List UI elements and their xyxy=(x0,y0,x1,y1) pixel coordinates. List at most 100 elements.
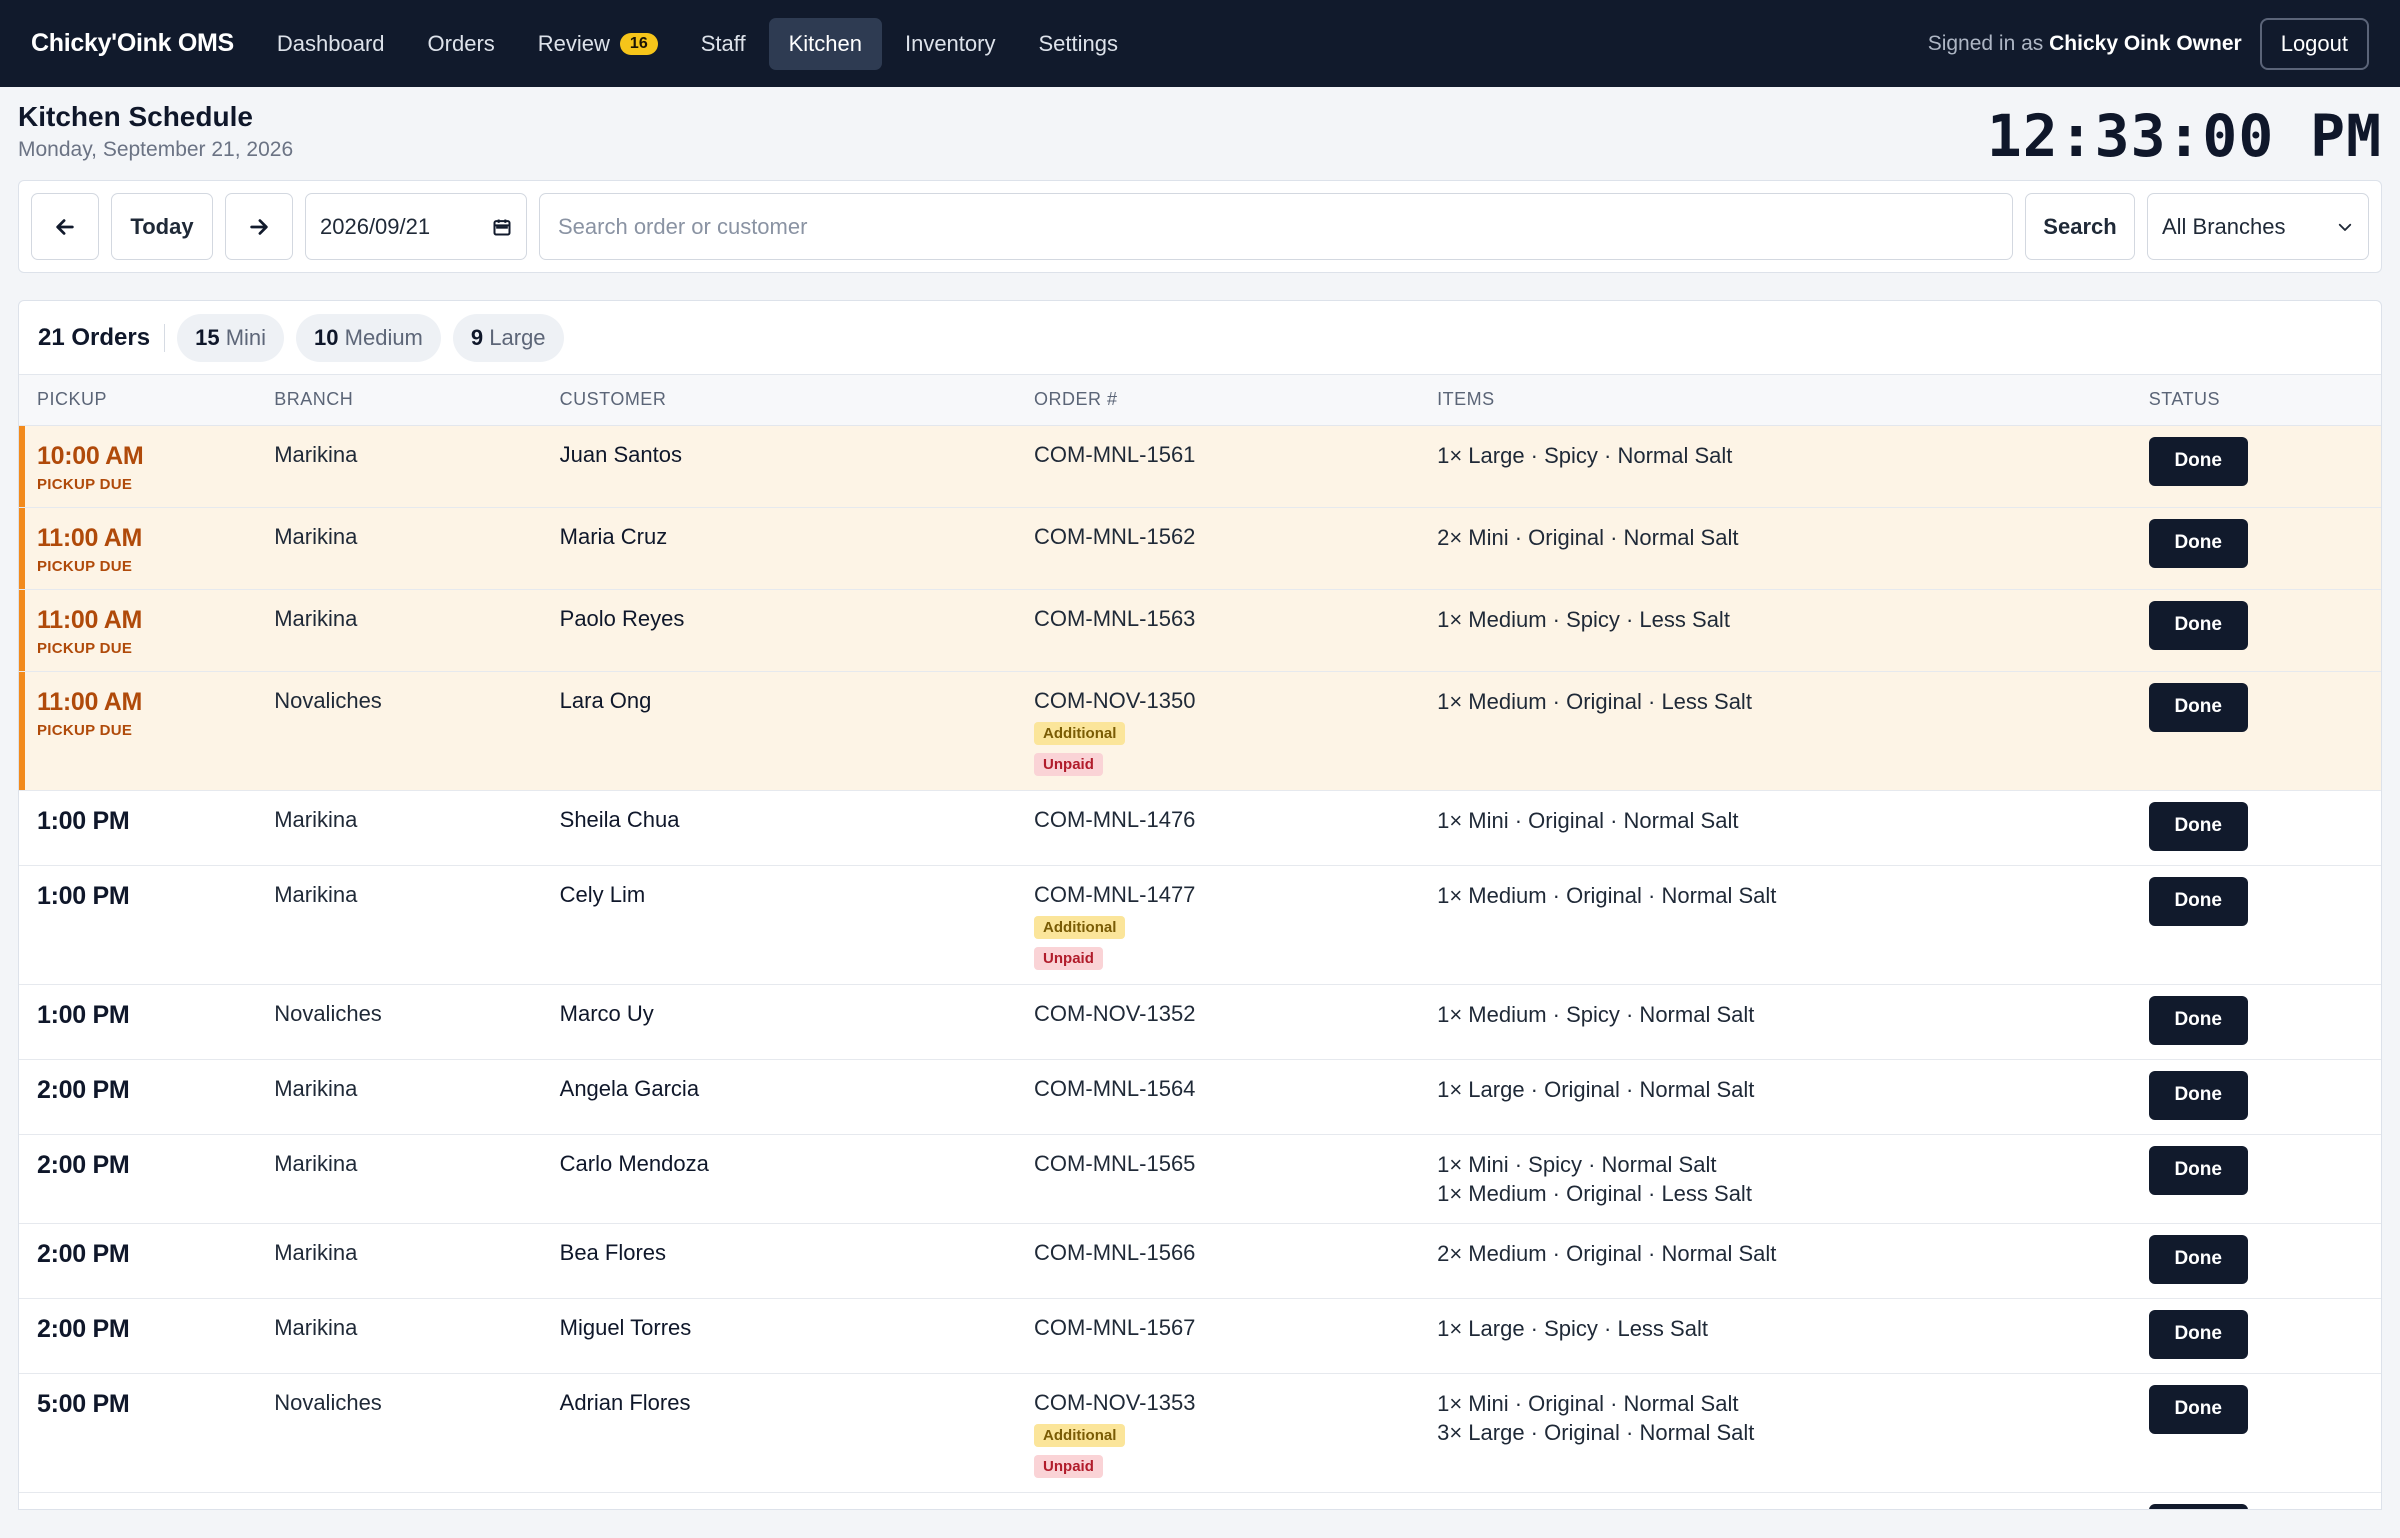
col-status[interactable]: STATUS xyxy=(2130,375,2381,426)
col-branch[interactable]: BRANCH xyxy=(256,375,542,426)
order-info: COM-MNL-1477 Additional Unpaid xyxy=(1034,882,1419,970)
customer-cell: Marco Uy xyxy=(541,984,1017,1060)
table-row[interactable]: 11:00 AM PICKUP DUE Novaliches Lara Ong COM-… xyxy=(19,671,2381,791)
order-number: COM-MNL-1561 xyxy=(1034,441,1196,467)
table-row[interactable]: 11:00 AM PICKUP DUE Marikina Paolo Reyes COM… xyxy=(19,589,2381,672)
branch-cell: Marikina xyxy=(256,790,542,866)
done-button[interactable]: Done xyxy=(2148,1070,2248,1120)
logout-button[interactable]: Logout xyxy=(2259,17,2369,70)
done-button[interactable]: Done xyxy=(2148,1384,2248,1434)
branch-select[interactable]: All Branches xyxy=(2147,193,2369,260)
order-number: COM-MNL-1562 xyxy=(1034,523,1196,549)
items-cell: 1× Medium · Spicy · Normal Salt xyxy=(1419,984,2131,1060)
item-line: 1× Large · Spicy · Less Salt xyxy=(1437,1315,1708,1341)
item-line: 1× Large · Original · Normal Salt xyxy=(1437,1076,1755,1102)
col-items[interactable]: ITEMS xyxy=(1419,375,2131,426)
order-info: COM-MNL-1566 xyxy=(1034,1240,1419,1266)
schedule-toolbar: Today 2026/09/21 Search order or custome… xyxy=(18,180,2382,273)
table-row[interactable]: 6:00 PMMarikinaDaniel Villanueva COM-MNL-… xyxy=(19,1492,2381,1510)
item-line: 1× Mini · Original · Normal Salt xyxy=(1437,1390,1739,1416)
pickup-cell: 1:00 PM xyxy=(19,865,257,985)
done-button[interactable]: Done xyxy=(2148,1309,2248,1359)
branch-cell: Marikina xyxy=(256,425,542,508)
item-line: 1× Medium · Original · Less Salt xyxy=(1437,688,1752,714)
table-row[interactable]: 1:00 PM Marikina Sheila Chua COM-MNL-1476 1×… xyxy=(19,790,2381,866)
search-button[interactable]: Search xyxy=(2025,193,2135,260)
item-line: 1× Mini · Original · Normal Salt xyxy=(1437,1507,2131,1510)
order-info: COM-NOV-1352 xyxy=(1034,1001,1419,1027)
done-button[interactable]: Done xyxy=(2148,682,2248,732)
item-line: 3× Large · Original · Normal Salt xyxy=(1437,1419,1755,1445)
item-line: 2× Mini · Original · Normal Salt xyxy=(1437,524,1739,550)
table-row[interactable]: 11:00 AM PICKUP DUE Marikina Maria Cruz COM-… xyxy=(19,507,2381,590)
table-row[interactable]: 5:00 PM Novaliches Adrian Flores COM-NOV-13… xyxy=(19,1373,2381,1493)
done-button[interactable]: Done xyxy=(2148,436,2248,486)
search-input[interactable]: Search order or customer xyxy=(539,193,2013,260)
table-row[interactable]: 2:00 PM Marikina Bea Flores COM-MNL-1566 2× … xyxy=(19,1223,2381,1299)
col-order[interactable]: ORDER # xyxy=(1016,375,1420,426)
table-row[interactable]: 2:00 PM Marikina Miguel Torres COM-MNL-1567… xyxy=(19,1298,2381,1374)
pickup-time: 2:00 PM xyxy=(37,1150,130,1179)
done-button[interactable]: Done xyxy=(2148,1503,2248,1509)
table-row[interactable]: 1:00 PM Marikina Cely Lim COM-MNL-1477 Addit… xyxy=(19,865,2381,985)
done-button[interactable]: Done xyxy=(2148,518,2248,568)
today-button[interactable]: Today xyxy=(111,193,213,260)
nav-item-dashboard[interactable]: Dashboard xyxy=(257,18,405,70)
order-cell: COM-MNL-1561 xyxy=(1016,425,1420,508)
done-button[interactable]: Done xyxy=(2148,1234,2248,1284)
prev-day-button[interactable] xyxy=(31,193,99,260)
nav-item-orders[interactable]: Orders xyxy=(408,18,515,70)
table-row[interactable]: 2:00 PM Marikina Carlo Mendoza COM-MNL-1565… xyxy=(19,1134,2381,1224)
status-cell: Done xyxy=(2130,790,2381,866)
pickup-due-label: PICKUP DUE xyxy=(37,557,133,575)
done-button[interactable]: Done xyxy=(2148,1145,2248,1195)
pickup-cell: 2:00 PM xyxy=(19,1298,257,1374)
col-pickup[interactable]: PICKUP xyxy=(19,375,257,426)
next-day-button[interactable] xyxy=(225,193,293,260)
branch-cell: Novaliches xyxy=(256,1373,542,1493)
app-brand[interactable]: Chicky'Oink OMS xyxy=(31,29,234,57)
done-button[interactable]: Done xyxy=(2148,876,2248,926)
additional-badge: Additional xyxy=(1034,1423,1126,1447)
customer-cell: Sheila Chua xyxy=(541,790,1017,866)
pickup-cell: 11:00 AM PICKUP DUE xyxy=(19,671,257,791)
customer-cell: Miguel Torres xyxy=(541,1298,1017,1374)
date-input-value: 2026/09/21 xyxy=(320,213,431,239)
customer-cell: Juan Santos xyxy=(541,425,1017,508)
pickup-cell: 11:00 AM PICKUP DUE xyxy=(19,589,257,672)
arrow-right-icon xyxy=(250,218,268,235)
table-row[interactable]: 1:00 PM Novaliches Marco Uy COM-NOV-1352 1× … xyxy=(19,984,2381,1060)
order-info: COM-MNL-1476 xyxy=(1034,807,1419,833)
col-customer[interactable]: CUSTOMER xyxy=(541,375,1017,426)
calendar-icon[interactable] xyxy=(492,217,512,237)
orders-table: PICKUP BRANCH CUSTOMER ORDER # ITEMS STA… xyxy=(19,375,2381,1510)
order-cell: COM-MNL-1565 xyxy=(1016,1134,1420,1224)
medium-count: 10 xyxy=(314,324,339,350)
date-input[interactable]: 2026/09/21 xyxy=(305,193,527,260)
nav-item-inventory[interactable]: Inventory xyxy=(885,18,1016,70)
nav-item-settings[interactable]: Settings xyxy=(1018,18,1138,70)
pickup-cell: 1:00 PM xyxy=(19,984,257,1060)
table-row[interactable]: 2:00 PM Marikina Angela Garcia COM-MNL-1564… xyxy=(19,1059,2381,1135)
items-cell: 1× Large · Spicy · Normal Salt xyxy=(1419,425,2131,508)
large-count: 9 xyxy=(470,324,484,350)
order-info: COM-NOV-1350 Additional Unpaid xyxy=(1034,688,1419,776)
additional-badge: Additional xyxy=(1034,915,1126,939)
search-placeholder: Search order or customer xyxy=(558,213,808,239)
pickup-cell: 1:00 PM xyxy=(19,790,257,866)
nav-item-review[interactable]: Review 16 xyxy=(518,18,678,70)
done-button[interactable]: Done xyxy=(2148,995,2248,1045)
done-button[interactable]: Done xyxy=(2148,600,2248,650)
customer-cell: Bea Flores xyxy=(541,1223,1017,1299)
nav-item-staff[interactable]: Staff xyxy=(681,18,766,70)
table-row[interactable]: 10:00 AM PICKUP DUE Marikina Juan Santos COM… xyxy=(19,425,2381,508)
order-summary: 21 Orders 15 Mini 10 Medium 9 Large xyxy=(19,301,2381,375)
nav-item-kitchen[interactable]: Kitchen xyxy=(768,17,882,70)
pickup-due-label: PICKUP DUE xyxy=(37,721,133,739)
orders-label: Orders xyxy=(71,323,151,351)
done-button[interactable]: Done xyxy=(2148,801,2248,851)
order-cell: COM-MNL-1566 xyxy=(1016,1223,1420,1299)
status-cell: Done xyxy=(2130,671,2381,791)
order-info: COM-MNL-1565 xyxy=(1034,1151,1419,1177)
nav-item-label: Orders xyxy=(427,30,495,56)
